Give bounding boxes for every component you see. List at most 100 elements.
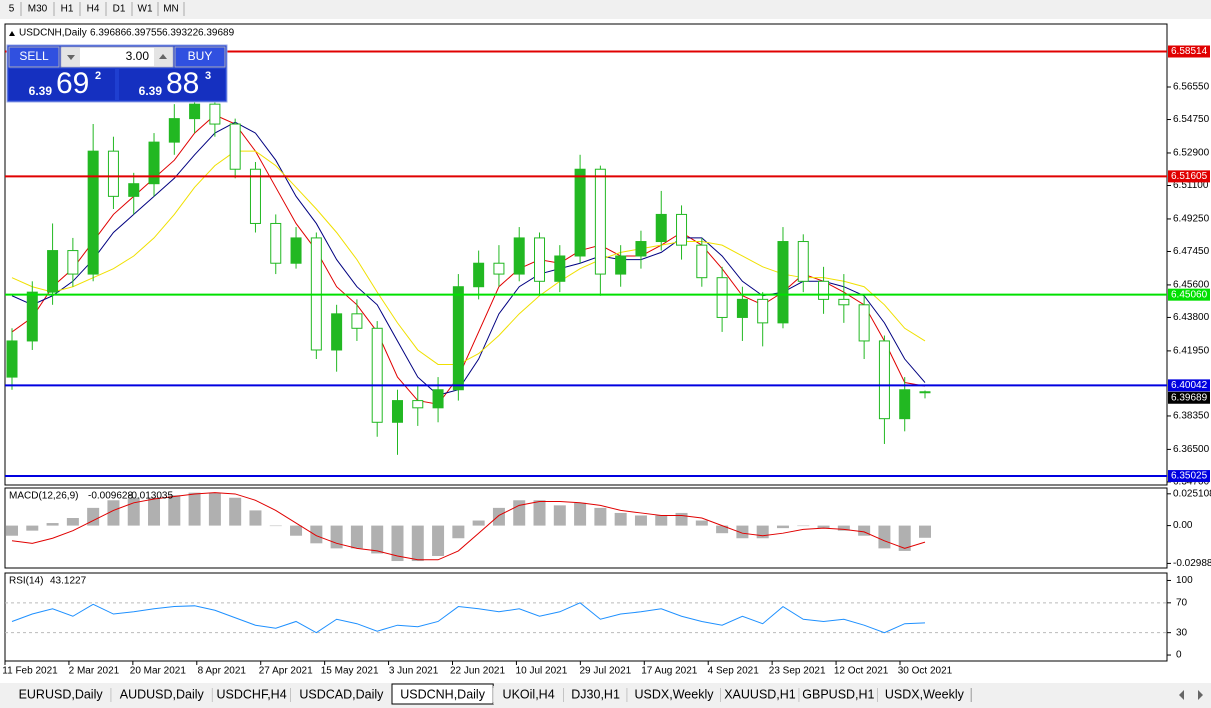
timeframe-button[interactable]: MN — [163, 4, 179, 15]
macd-bar — [574, 502, 587, 526]
macd-bar — [87, 507, 100, 526]
x-tick-label: 2 Mar 2021 — [69, 666, 120, 677]
macd-bar — [716, 525, 729, 534]
timeframe-button[interactable]: M30 — [28, 4, 48, 15]
tab[interactable] — [564, 686, 628, 704]
level-label: 6.35025 — [1171, 471, 1208, 482]
macd-bar — [919, 525, 931, 538]
buy-button[interactable] — [174, 46, 226, 68]
level-label-box — [1168, 45, 1210, 58]
rsi-tick-label: 70 — [1176, 597, 1188, 608]
tab-label[interactable]: GBPUSD,H1 — [802, 687, 874, 701]
macd-bar — [432, 525, 445, 556]
collapse-arrow[interactable] — [9, 31, 15, 36]
candle-body — [676, 213, 688, 246]
macd-bar — [350, 525, 363, 549]
tab-label[interactable]: USDCAD,Daily — [299, 687, 384, 701]
candle-body — [858, 304, 870, 342]
timeframe-button[interactable]: 5 — [9, 4, 15, 15]
tab[interactable] — [720, 686, 800, 704]
tab[interactable] — [10, 686, 112, 704]
sell-label[interactable]: SELL — [19, 49, 49, 63]
tab-label[interactable]: USDX,Weekly — [635, 687, 715, 701]
timeframe-button[interactable]: W1 — [138, 4, 153, 15]
candle-body — [6, 340, 18, 378]
macd-bar — [614, 512, 627, 526]
tab-label[interactable]: AUDUSD,Daily — [120, 687, 205, 701]
y-tick-label: 6.52900 — [1173, 148, 1210, 159]
macd-bar — [411, 525, 424, 562]
tab-label[interactable]: DJ30,H1 — [571, 687, 620, 701]
macd-bar — [756, 525, 769, 539]
candle-body — [615, 255, 627, 275]
tab-label[interactable]: USDX,Weekly — [885, 687, 965, 701]
candle-body — [67, 250, 79, 275]
sell-price-big: 6.39 — [29, 84, 53, 98]
tab[interactable] — [290, 686, 392, 704]
level-label: 6.45060 — [1171, 289, 1208, 300]
macd-bar — [46, 523, 59, 526]
macd-bar — [797, 525, 810, 527]
macd-bar — [837, 525, 850, 531]
candle-body — [838, 298, 850, 306]
moving-average — [11, 114, 926, 405]
x-tick-label: 3 Jun 2021 — [389, 666, 439, 677]
macd-bar — [208, 492, 221, 526]
tab[interactable] — [877, 686, 972, 704]
tab[interactable] — [493, 686, 564, 704]
volume-field[interactable] — [60, 46, 174, 68]
macd-bar — [290, 525, 303, 536]
tab-label[interactable]: UKOil,H4 — [503, 687, 555, 701]
tab[interactable] — [212, 686, 291, 704]
timeframe-button[interactable]: D1 — [113, 4, 126, 15]
level-label-box — [1168, 288, 1210, 301]
macd-bar — [776, 525, 789, 529]
tab-label[interactable]: USDCNH,Daily — [400, 687, 485, 701]
tab[interactable] — [799, 686, 878, 704]
x-tick-label: 27 Apr 2021 — [259, 666, 313, 677]
timeframe-button[interactable]: H1 — [61, 4, 74, 15]
candle-body — [736, 298, 748, 318]
tab-label[interactable]: EURUSD,Daily — [19, 687, 104, 701]
candle-body — [635, 241, 647, 257]
volume-value[interactable]: 3.00 — [126, 49, 150, 63]
buy-price-box[interactable] — [119, 69, 225, 100]
x-tick-label: 10 Jul 2021 — [516, 666, 568, 677]
arrow-down — [67, 55, 75, 60]
macd-value: -0.009628 — [88, 491, 133, 502]
buy-label[interactable]: BUY — [188, 49, 213, 63]
ohlc-value: 6.39686 — [90, 28, 127, 39]
macd-bar — [594, 507, 607, 526]
macd-bar — [330, 525, 343, 549]
tab-label[interactable]: XAUUSD,H1 — [724, 687, 796, 701]
tab-scroll-left[interactable] — [1179, 690, 1184, 700]
x-tick-label: 12 Oct 2021 — [834, 666, 889, 677]
rsi-value: 43.1227 — [50, 576, 87, 587]
candle-body — [513, 237, 525, 275]
candle-body — [452, 286, 464, 391]
macd-panel — [4, 487, 1168, 569]
trade-panel: SELL 3.00 BUY 6.39 69 2 6.39 88 3 — [6, 44, 228, 103]
tab[interactable] — [627, 686, 721, 704]
tab-label[interactable]: USDCHF,H4 — [217, 687, 287, 701]
macd-bar — [553, 505, 566, 526]
sell-price-box[interactable] — [9, 69, 115, 100]
timeframe-button[interactable]: H4 — [87, 4, 100, 15]
candle-body — [797, 241, 809, 282]
sell-price-main: 69 — [56, 67, 89, 100]
candle-body — [554, 255, 566, 282]
rsi-tick-label: 0 — [1176, 650, 1182, 661]
macd-bar — [310, 525, 323, 544]
candle-body — [26, 291, 38, 342]
tab[interactable] — [111, 686, 213, 704]
chart-symbol: USDCNH,Daily — [19, 28, 87, 39]
macd-bar — [472, 520, 485, 526]
candle-body — [270, 222, 282, 264]
sell-button[interactable] — [8, 46, 60, 68]
macd-bar — [695, 520, 708, 526]
tab-scroll-right[interactable] — [1198, 690, 1203, 700]
y-tick-label: 6.47450 — [1173, 246, 1210, 257]
x-tick-label: 20 Mar 2021 — [130, 666, 187, 677]
candle-body — [351, 313, 363, 329]
